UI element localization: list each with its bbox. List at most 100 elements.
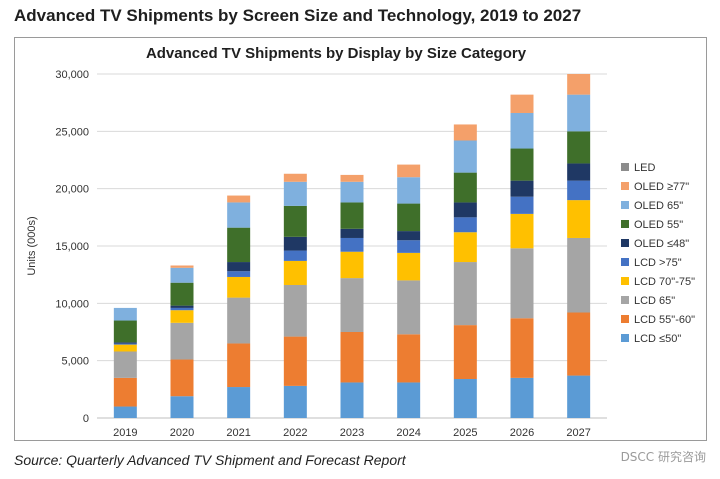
- y-tick-label: 30,000: [55, 69, 89, 81]
- x-tick-label: 2024: [396, 427, 420, 439]
- x-tick-label: 2026: [510, 427, 534, 439]
- bar-segment: [283, 181, 307, 206]
- bar-segment: [113, 377, 137, 407]
- legend-swatch: [621, 296, 629, 304]
- y-tick-label: 5,000: [61, 356, 89, 368]
- bar-segment: [510, 196, 534, 214]
- bar-segment: [283, 236, 307, 251]
- bar-segment: [567, 74, 591, 95]
- bar-segment: [227, 195, 251, 203]
- bar-segment: [567, 131, 591, 164]
- bar-segment: [340, 332, 364, 383]
- bar-segment: [397, 240, 421, 253]
- legend-label: LCD >75": [634, 257, 682, 269]
- legend-label: LCD 65": [634, 295, 675, 307]
- bar-segment: [453, 202, 477, 218]
- legend-label: LCD 55"-60": [634, 314, 695, 326]
- y-axis-label: Units (000s): [26, 216, 38, 275]
- legend-label: OLED ≤48": [634, 238, 689, 250]
- legend-label: OLED ≥77": [634, 181, 689, 193]
- bar-segment: [170, 396, 194, 418]
- bar-segment: [510, 213, 534, 249]
- bar-segment: [567, 312, 591, 376]
- bar-segment: [170, 267, 194, 283]
- y-tick-label: 10,000: [55, 298, 89, 310]
- bar-segment: [453, 172, 477, 203]
- bar-segment: [340, 181, 364, 203]
- bar-segment: [227, 276, 251, 298]
- bar-segment: [113, 320, 137, 343]
- bar-segment: [283, 205, 307, 237]
- bar-segment: [340, 382, 364, 418]
- bar-segment: [340, 237, 364, 252]
- bar-segment: [453, 325, 477, 380]
- bar-segment: [227, 297, 251, 344]
- bar-segment: [283, 336, 307, 386]
- legend-swatch: [621, 258, 629, 266]
- bar-segment: [567, 163, 591, 181]
- bar-segment: [453, 217, 477, 233]
- bar-segment: [170, 307, 194, 311]
- chart-frame: Advanced TV Shipments by Display by Size…: [14, 37, 707, 441]
- legend-swatch: [621, 201, 629, 209]
- bar-segment: [170, 265, 194, 268]
- source-note: Source: Quarterly Advanced TV Shipment a…: [14, 452, 406, 468]
- y-tick-label: 15,000: [55, 241, 89, 253]
- bar-segment: [510, 248, 534, 319]
- y-tick-label: 25,000: [55, 126, 89, 138]
- legend-swatch: [621, 239, 629, 247]
- bar-segment: [510, 180, 534, 197]
- bar-segment: [113, 351, 137, 378]
- bar-segment: [567, 237, 591, 313]
- legend-label: LCD 70"-75": [634, 276, 695, 288]
- bar-segment: [567, 180, 591, 201]
- bar-segment: [283, 284, 307, 337]
- bar-segment: [170, 305, 194, 308]
- bar-segment: [510, 318, 534, 378]
- stacked-bar-chart: Advanced TV Shipments by Display by Size…: [26, 45, 695, 439]
- bar-segment: [397, 164, 421, 178]
- bar-segment: [397, 334, 421, 383]
- bar-segment: [510, 112, 534, 149]
- bar-segment: [340, 251, 364, 279]
- bar-segment: [510, 377, 534, 418]
- bar-segment: [113, 342, 137, 344]
- legend-label: OLED 55": [634, 219, 683, 231]
- bar-segment: [113, 343, 137, 345]
- bar-segment: [510, 148, 534, 181]
- bar-segment: [453, 140, 477, 173]
- legend-swatch: [621, 334, 629, 342]
- y-tick-label: 20,000: [55, 184, 89, 196]
- bar-segment: [227, 271, 251, 277]
- y-tick-label: 0: [83, 413, 89, 425]
- bar-segment: [567, 200, 591, 238]
- x-tick-label: 2021: [226, 427, 250, 439]
- legend-label: OLED 65": [634, 200, 683, 212]
- bar-segment: [283, 385, 307, 418]
- bar-segment: [453, 379, 477, 418]
- bar-segment: [227, 387, 251, 418]
- bar-segment: [340, 174, 364, 182]
- bar-segment: [340, 278, 364, 332]
- x-tick-label: 2027: [566, 427, 590, 439]
- x-tick-label: 2019: [113, 427, 137, 439]
- bar-segment: [340, 202, 364, 229]
- bar-segment: [283, 260, 307, 285]
- page-title: Advanced TV Shipments by Screen Size and…: [14, 6, 582, 25]
- bar-segment: [397, 280, 421, 335]
- legend-label: LCD ≤50": [634, 333, 681, 345]
- x-tick-label: 2023: [340, 427, 364, 439]
- watermark: DSCC 研究咨询: [620, 450, 706, 464]
- legend-swatch: [621, 182, 629, 190]
- bar-segment: [170, 359, 194, 397]
- bar-segment: [567, 94, 591, 132]
- legend-swatch: [621, 220, 629, 228]
- bar-segment: [170, 322, 194, 360]
- bar-segment: [397, 177, 421, 204]
- legend-swatch: [621, 315, 629, 323]
- x-tick-label: 2022: [283, 427, 307, 439]
- bar-segment: [227, 343, 251, 388]
- bar-segment: [397, 203, 421, 232]
- x-tick-label: 2025: [453, 427, 477, 439]
- bar-segment: [227, 227, 251, 263]
